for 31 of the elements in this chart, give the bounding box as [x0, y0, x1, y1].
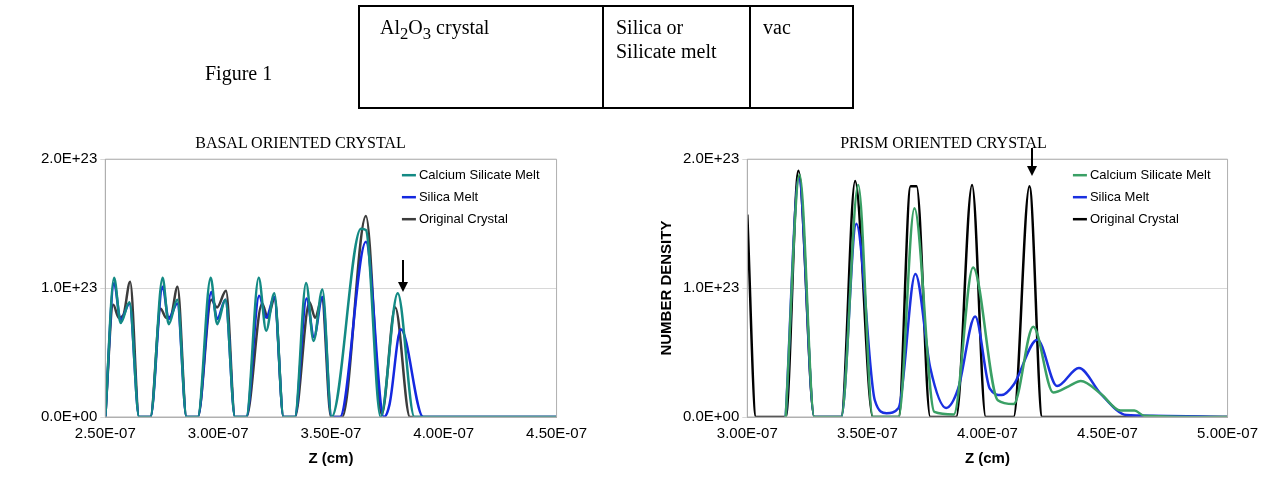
x-tick-label: 3.00E-07	[187, 424, 249, 442]
x-tick-label: 5.00E-07	[1197, 424, 1259, 442]
x-tick-label: 4.50E-07	[1077, 424, 1138, 442]
x-axis-title: Z (cm)	[964, 449, 1010, 467]
y-tick-label: 0.0E+00	[40, 407, 98, 425]
x-axis-title: Z (cm)	[308, 449, 354, 467]
x-tick-label: 2.50E-07	[74, 424, 136, 442]
y-tick-label: 0.0E+00	[682, 407, 740, 425]
x-tick-label: 4.00E-07	[956, 424, 1018, 442]
y-tick-label: 2.0E+23	[40, 149, 98, 167]
chart-title: BASAL ORIENTED CRYSTAL	[195, 133, 406, 151]
x-tick-label: 3.50E-07	[300, 424, 362, 442]
legend-label: Original Crystal	[1089, 210, 1179, 226]
x-tick-label: 4.00E-07	[413, 424, 475, 442]
x-tick-label: 3.50E-07	[836, 424, 898, 442]
legend-label: Silica Melt	[418, 188, 479, 204]
y-tick-label: 1.0E+23	[40, 278, 98, 296]
legend-label: Calcium Silicate Melt	[418, 166, 540, 182]
legend-label: Original Crystal	[418, 210, 508, 226]
text: vac	[749, 7, 852, 107]
text: Figure 1	[205, 62, 273, 85]
x-tick-label: 4.50E-07	[526, 424, 588, 442]
y-axis-title: NUMBER DENSITY	[657, 220, 675, 356]
legend-label: Calcium Silicate Melt	[1089, 166, 1211, 182]
text: Silica or Silicate melt	[602, 7, 749, 107]
legend-label: Silica Melt	[1089, 188, 1150, 204]
y-tick-label: 1.0E+23	[682, 278, 740, 296]
y-tick-label: 2.0E+23	[682, 149, 740, 167]
x-tick-label: 3.00E-07	[716, 424, 778, 442]
chart-title: PRISM ORIENTED CRYSTAL	[840, 133, 1047, 151]
text: Al$_{2}$O$_{3}$ crystal	[379, 15, 491, 45]
